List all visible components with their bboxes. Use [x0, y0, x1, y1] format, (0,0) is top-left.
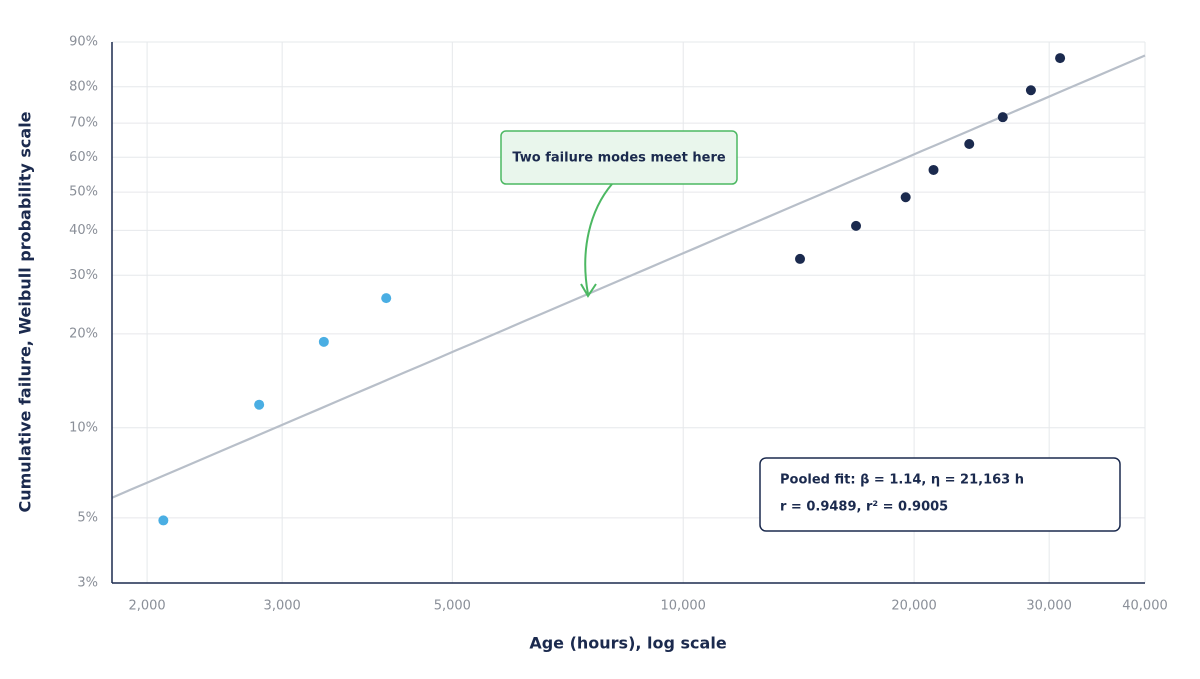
data-point	[795, 253, 806, 264]
x-tick-label: 5,000	[434, 599, 471, 614]
plot	[111, 53, 1146, 526]
y-axis-title: Cumulative failure, Weibull probability …	[16, 111, 35, 512]
y-tick-label: 5%	[77, 510, 98, 525]
x-tick-label: 40,000	[1122, 599, 1168, 614]
data-point	[381, 293, 392, 304]
callout-arrowhead	[580, 283, 597, 298]
fit-stats: r = 0.9489, r² = 0.9005	[780, 500, 948, 515]
y-tick-label: 40%	[69, 223, 98, 238]
data-point	[318, 336, 329, 347]
x-tick-label: 10,000	[660, 599, 706, 614]
y-tick-label: 3%	[77, 576, 98, 591]
y-tick-label: 10%	[69, 420, 98, 435]
y-tick-label: 30%	[69, 268, 98, 283]
data-point	[964, 138, 975, 149]
y-tick-label: 90%	[69, 35, 98, 50]
fit-line	[111, 54, 1146, 499]
x-tick-label: 2,000	[128, 599, 165, 614]
y-tick-label: 20%	[69, 326, 98, 341]
y-tick-label: 50%	[69, 185, 98, 200]
callout-arrow	[584, 183, 613, 295]
x-tick-label: 20,000	[891, 599, 937, 614]
fit-box	[759, 457, 1121, 532]
y-tick-label: 60%	[69, 150, 98, 165]
data-point	[900, 192, 911, 203]
data-point	[997, 112, 1008, 123]
x-axis-title: Age (hours), log scale	[529, 634, 727, 653]
y-tick-label: 80%	[69, 79, 98, 94]
x-tick-label: 3,000	[264, 599, 301, 614]
callout-text: Two failure modes meet here	[512, 151, 726, 166]
callout-box	[500, 130, 738, 185]
y-tick-label: 70%	[69, 116, 98, 131]
data-point	[1055, 53, 1066, 64]
data-point	[254, 399, 265, 410]
data-point	[158, 515, 169, 526]
data-point	[851, 220, 862, 231]
fit-text: Pooled fit: β = 1.14, η = 21,163 h	[780, 473, 1024, 488]
x-tick-label: 30,000	[1026, 599, 1072, 614]
data-point	[928, 164, 939, 175]
data-point	[1025, 85, 1036, 96]
